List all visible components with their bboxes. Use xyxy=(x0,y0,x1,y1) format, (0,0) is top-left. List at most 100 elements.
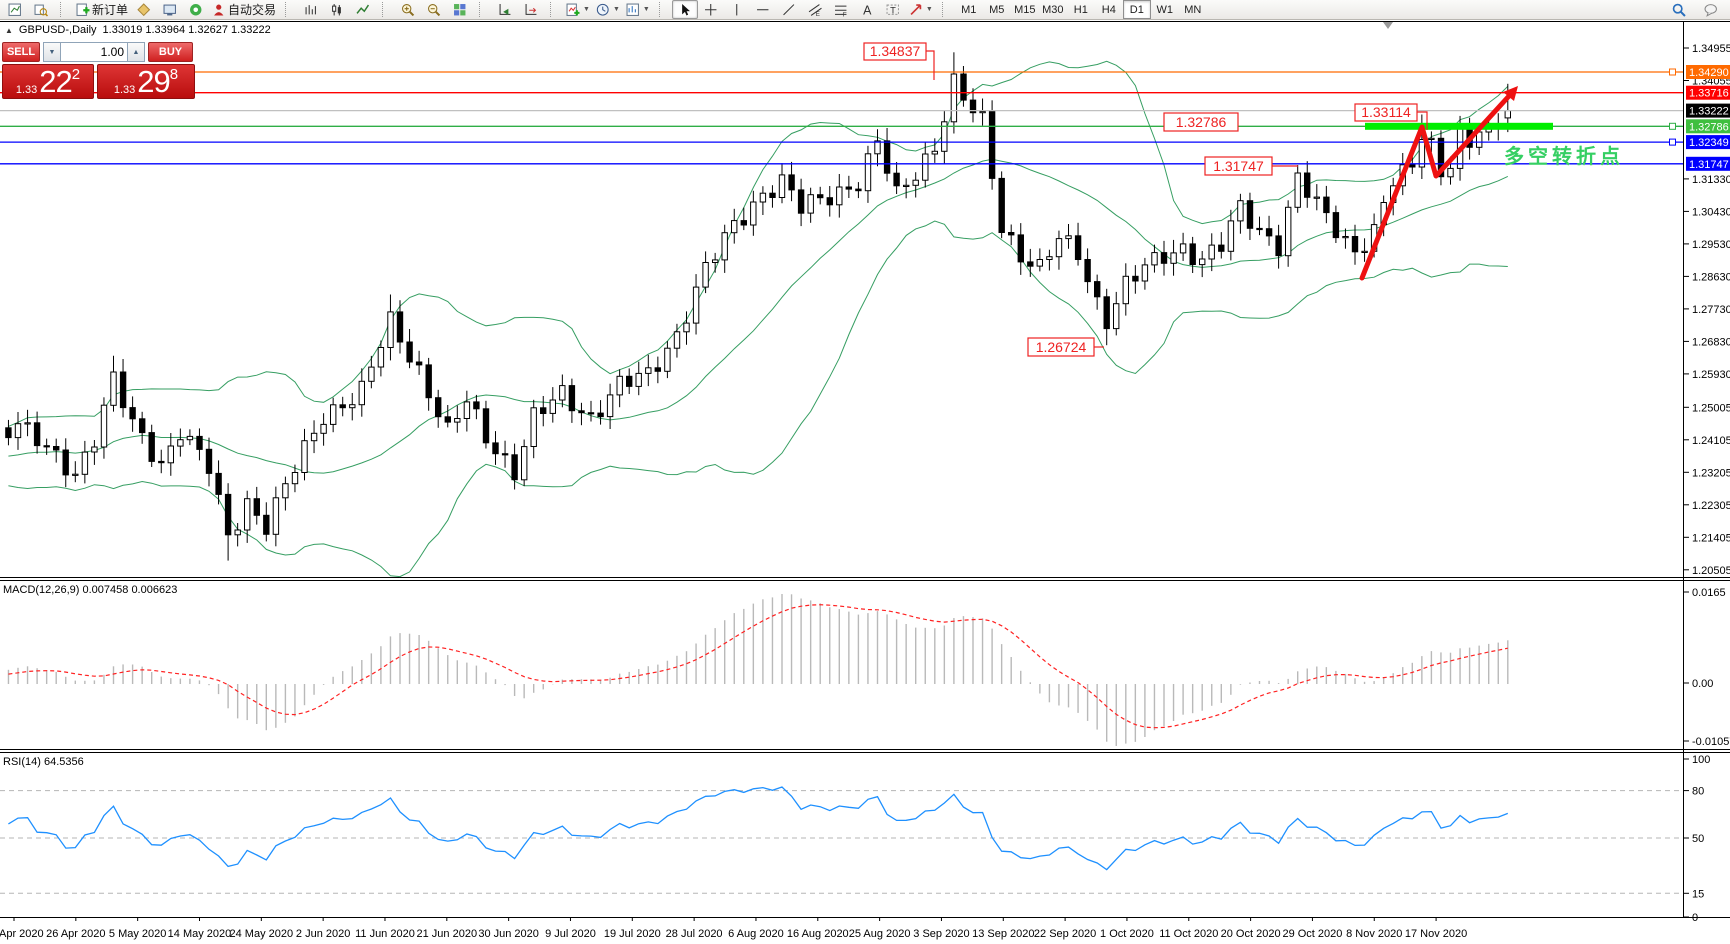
price-annotation-box[interactable] xyxy=(1027,337,1095,357)
date-label[interactable]: 6 Aug 2020 xyxy=(728,928,784,940)
price-annotation-box[interactable] xyxy=(1163,112,1239,132)
date-label[interactable]: 1 Oct 2020 xyxy=(1100,928,1154,940)
volume-decrease-button[interactable]: ▼ xyxy=(43,42,61,62)
sell-button[interactable]: SELL xyxy=(2,42,40,62)
date-label[interactable]: 16 Aug 2020 xyxy=(787,928,849,940)
zoom-out-button[interactable] xyxy=(421,0,447,19)
candle-up xyxy=(320,423,327,434)
support-zone-bar[interactable] xyxy=(1365,122,1553,130)
date-label[interactable]: 11 Jun 2020 xyxy=(355,928,415,940)
line-chart-button[interactable] xyxy=(350,0,376,19)
chart-shift-marker[interactable] xyxy=(1383,22,1393,29)
new-order-button[interactable]: 新订单 xyxy=(73,0,131,19)
candle-chart-button[interactable] xyxy=(324,0,350,19)
date-label[interactable]: 29 Oct 2020 xyxy=(1282,928,1342,940)
date-label[interactable]: 16 Apr 2020 xyxy=(0,928,44,940)
date-label[interactable]: 17 Nov 2020 xyxy=(1405,928,1467,940)
chart-doc-button[interactable] xyxy=(2,0,28,19)
date-label[interactable]: 11 Oct 2020 xyxy=(1159,928,1218,940)
candle-down xyxy=(788,174,795,191)
timeframe-h1-button[interactable]: H1 xyxy=(1073,3,1088,16)
axis-tick-label: 1.20505 xyxy=(1692,565,1730,577)
date-label[interactable]: 25 Aug 2020 xyxy=(849,928,911,940)
date-label[interactable]: 14 May 2020 xyxy=(168,928,232,940)
candle-down xyxy=(415,361,423,366)
text-button[interactable]: A xyxy=(854,0,880,19)
line-handle[interactable] xyxy=(1669,122,1676,130)
trend-arrow-head[interactable] xyxy=(1503,86,1518,101)
date-label[interactable]: 20 Oct 2020 xyxy=(1221,928,1281,940)
fibonacci-button[interactable]: F xyxy=(828,0,854,19)
date-label[interactable]: 21 Jun 2020 xyxy=(417,928,478,940)
news-button[interactable] xyxy=(183,0,209,19)
rsi-axis-label: 50 xyxy=(1692,833,1704,845)
bollinger-upper-band xyxy=(8,60,1509,427)
search-button[interactable] xyxy=(1666,0,1692,19)
timeframe-m15-button[interactable]: M15 xyxy=(1014,3,1036,16)
date-label[interactable]: 2 Jun 2020 xyxy=(296,928,350,940)
buy-button[interactable]: BUY xyxy=(148,42,193,62)
candle-down xyxy=(1275,235,1282,257)
price-annotation-box[interactable] xyxy=(1354,103,1418,122)
date-label[interactable]: 3 Sep 2020 xyxy=(913,928,969,940)
periods-icon xyxy=(596,3,609,16)
date-label[interactable]: 22 Sep 2020 xyxy=(1034,928,1096,940)
line-handle[interactable] xyxy=(1669,68,1676,76)
volume-increase-button[interactable]: ▲ xyxy=(127,42,145,62)
date-label[interactable]: 9 Jul 2020 xyxy=(545,928,596,940)
axis-tick-label: 1.24105 xyxy=(1692,435,1730,447)
buy-price-box[interactable]: 1.33 29 8 xyxy=(97,64,195,99)
line-handle[interactable] xyxy=(1669,138,1676,146)
timeframe-w1-button[interactable]: W1 xyxy=(1156,3,1174,16)
cursor-button[interactable] xyxy=(671,0,698,19)
timeframe-m5-button[interactable]: M5 xyxy=(989,3,1005,16)
templates-button[interactable]: ▼ xyxy=(623,0,653,19)
candle-up xyxy=(673,331,681,349)
date-label[interactable]: 24 May 2020 xyxy=(230,928,294,940)
candle-down xyxy=(119,371,127,409)
timeframe-d1-button[interactable]: D1 xyxy=(1122,0,1151,19)
date-label[interactable]: 5 May 2020 xyxy=(109,928,166,940)
auto-scroll-button[interactable] xyxy=(492,0,518,19)
candle-up xyxy=(1141,264,1149,282)
autotrading-button[interactable]: 自动交易 xyxy=(209,0,279,19)
hline-icon xyxy=(756,8,769,10)
candle-down xyxy=(654,367,661,372)
volume-input[interactable] xyxy=(61,42,127,62)
periods-button[interactable]: ▼ xyxy=(593,0,623,19)
candle-up xyxy=(759,192,767,203)
chart-shift-button[interactable] xyxy=(518,0,544,19)
date-label[interactable]: 19 Jul 2020 xyxy=(604,928,661,940)
date-label[interactable]: 8 Nov 2020 xyxy=(1346,928,1402,940)
profiles-button[interactable] xyxy=(28,0,54,19)
sell-price-box[interactable]: 1.33 22 2 xyxy=(2,64,94,99)
trendline-button[interactable] xyxy=(776,0,802,19)
indicators-button[interactable]: ▼ xyxy=(563,0,593,19)
date-label[interactable]: 30 Jun 2020 xyxy=(478,928,539,940)
timeframe-m1-button[interactable]: M1 xyxy=(961,3,977,16)
metaeditor-icon xyxy=(137,2,151,16)
date-label[interactable]: 26 Apr 2020 xyxy=(46,928,105,940)
vline-button[interactable] xyxy=(724,0,750,19)
candle-down xyxy=(960,73,967,101)
price-annotation-box[interactable] xyxy=(863,42,927,61)
trend-turning-point-annotation[interactable]: 多空转折点 xyxy=(1504,146,1624,168)
date-label[interactable]: 13 Sep 2020 xyxy=(972,928,1034,940)
timeframe-h4-button[interactable]: H4 xyxy=(1101,3,1116,16)
timeframe-mn-button[interactable]: MN xyxy=(1184,3,1202,16)
date-label[interactable]: 28 Jul 2020 xyxy=(666,928,723,940)
tile-windows-button[interactable] xyxy=(447,0,473,19)
zoom-in-button[interactable] xyxy=(395,0,421,19)
text-label-button[interactable]: T xyxy=(880,0,906,19)
crosshair-button[interactable] xyxy=(698,0,724,19)
arrows-button[interactable]: ▼ xyxy=(906,0,936,19)
terminal-button[interactable] xyxy=(157,0,183,19)
bars-chart-button[interactable] xyxy=(298,0,324,19)
channel-button[interactable]: E xyxy=(802,0,828,19)
timeframe-m30-button[interactable]: M30 xyxy=(1042,3,1064,16)
metaeditor-button[interactable] xyxy=(131,0,157,19)
hline-button[interactable] xyxy=(750,0,776,19)
price-annotation-box[interactable] xyxy=(1204,156,1273,176)
chat-button[interactable] xyxy=(1698,0,1724,19)
